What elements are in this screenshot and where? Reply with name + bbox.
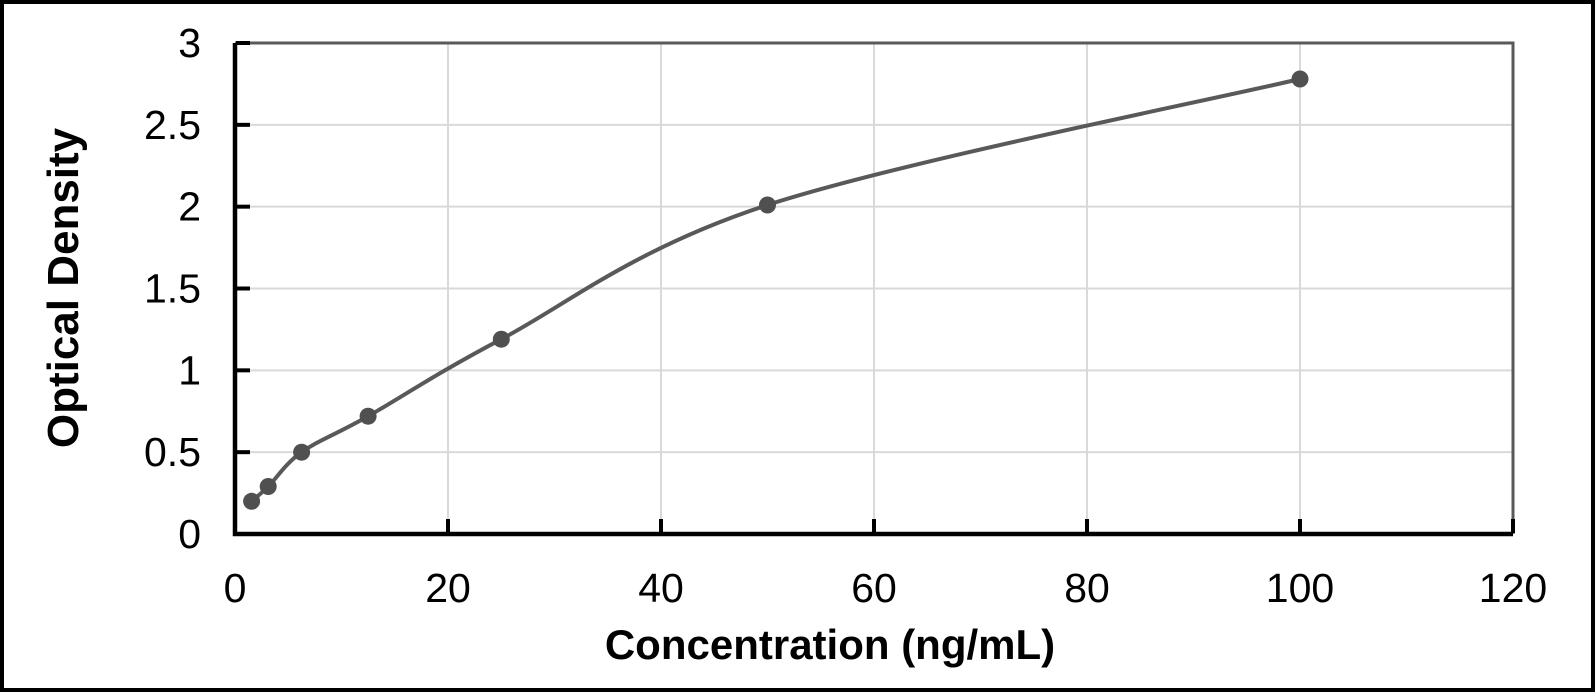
x-tick-label: 40 xyxy=(638,565,684,611)
data-point xyxy=(759,196,776,214)
data-point xyxy=(293,443,311,461)
data-point xyxy=(1291,70,1309,88)
y-tick-label: 1 xyxy=(178,347,201,393)
y-tick-label: 2 xyxy=(178,184,201,230)
y-tick-label: 3 xyxy=(178,20,201,66)
x-tick-label: 20 xyxy=(425,565,471,611)
x-tick-label: 120 xyxy=(1479,565,1547,611)
standard-curve-chart: 0 20 40 60 80 100 120 0 0.5 1 1.5 2 2.5 3 xyxy=(144,20,1547,611)
x-tick-label: 60 xyxy=(851,565,897,611)
y-tick-label: 0.5 xyxy=(144,429,201,475)
y-axis-title: Optical Density xyxy=(39,127,88,449)
y-tick-label: 0 xyxy=(178,511,201,557)
standard-curve-line xyxy=(249,77,1302,504)
x-tick-label: 100 xyxy=(1266,565,1334,611)
data-point xyxy=(492,330,510,348)
data-point xyxy=(359,407,377,425)
x-axis-title: Concentration (ng/mL) xyxy=(604,621,1056,668)
x-tick-label: 80 xyxy=(1064,565,1110,611)
data-point xyxy=(259,478,277,495)
data-point xyxy=(243,492,261,510)
axes xyxy=(232,43,1513,537)
y-tick-label: 1.5 xyxy=(144,266,201,312)
x-tick-label: 0 xyxy=(224,565,247,611)
y-tick-label: 2.5 xyxy=(144,102,201,148)
plot-area-border xyxy=(235,41,1515,534)
